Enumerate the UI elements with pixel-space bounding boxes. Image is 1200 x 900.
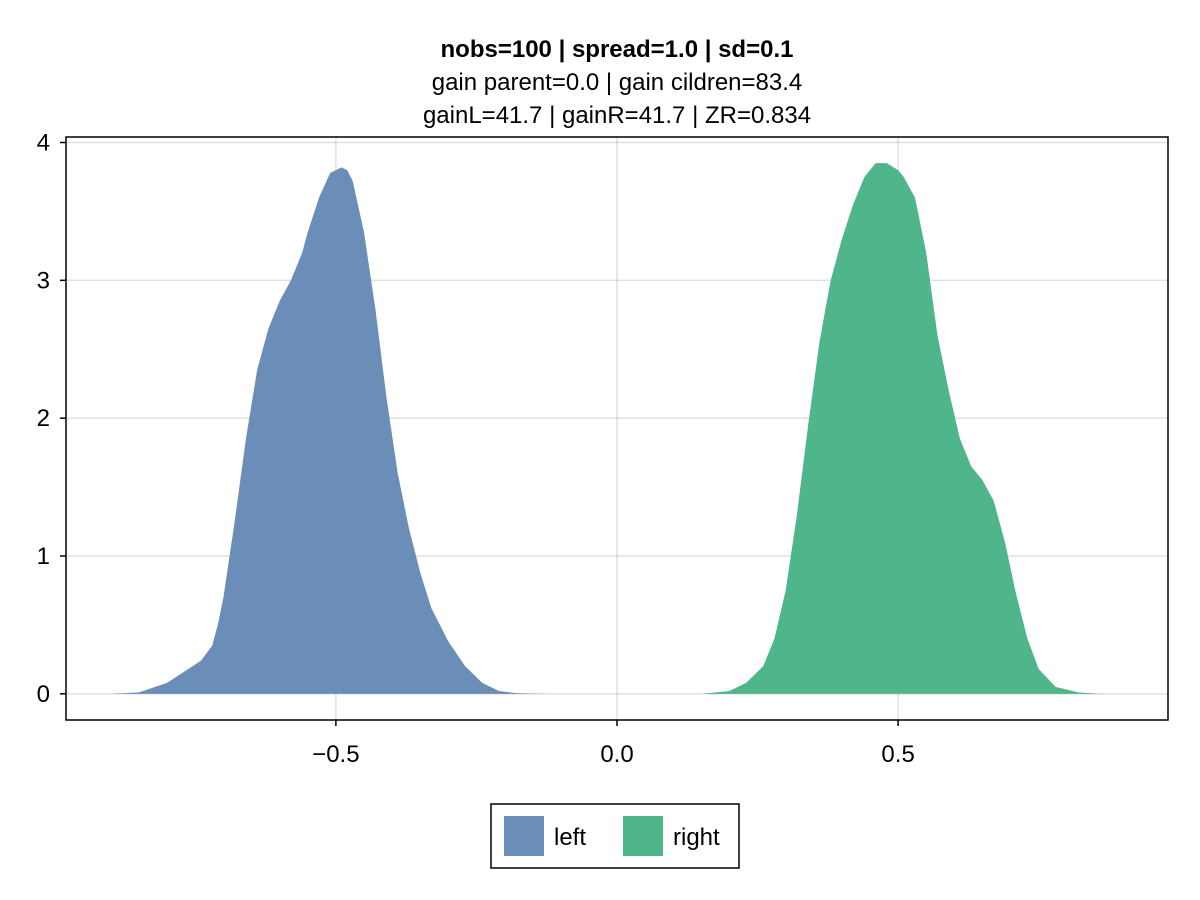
area-left [110,167,550,694]
area-right [701,163,1101,694]
legend-swatch-left [504,816,544,856]
axis-ticks: −0.5 0.0 0.5 0 1 2 3 4 [37,130,915,768]
plot-areas [110,163,1101,694]
y-tick-label: 4 [37,130,50,157]
chart-title: nobs=100 | spread=1.0 | sd=0.1 [441,36,794,63]
x-tick-label: 0.5 [881,741,914,768]
x-tick-label: −0.5 [312,741,359,768]
legend-label-left: left [554,824,586,851]
legend-swatch-right [623,816,663,856]
x-tick-label: 0.0 [600,741,633,768]
y-tick-label: 3 [37,267,50,294]
legend-frame [490,803,740,869]
y-tick-label: 1 [37,543,50,570]
y-tick-label: 0 [37,681,50,708]
legend-label-right: right [673,824,720,851]
chart-subtitle-line-2: gainL=41.7 | gainR=41.7 | ZR=0.834 [423,102,811,129]
y-tick-label: 2 [37,405,50,432]
legend: left right [490,803,740,869]
chart-subtitle-line-1: gain parent=0.0 | gain cildren=83.4 [432,69,803,96]
